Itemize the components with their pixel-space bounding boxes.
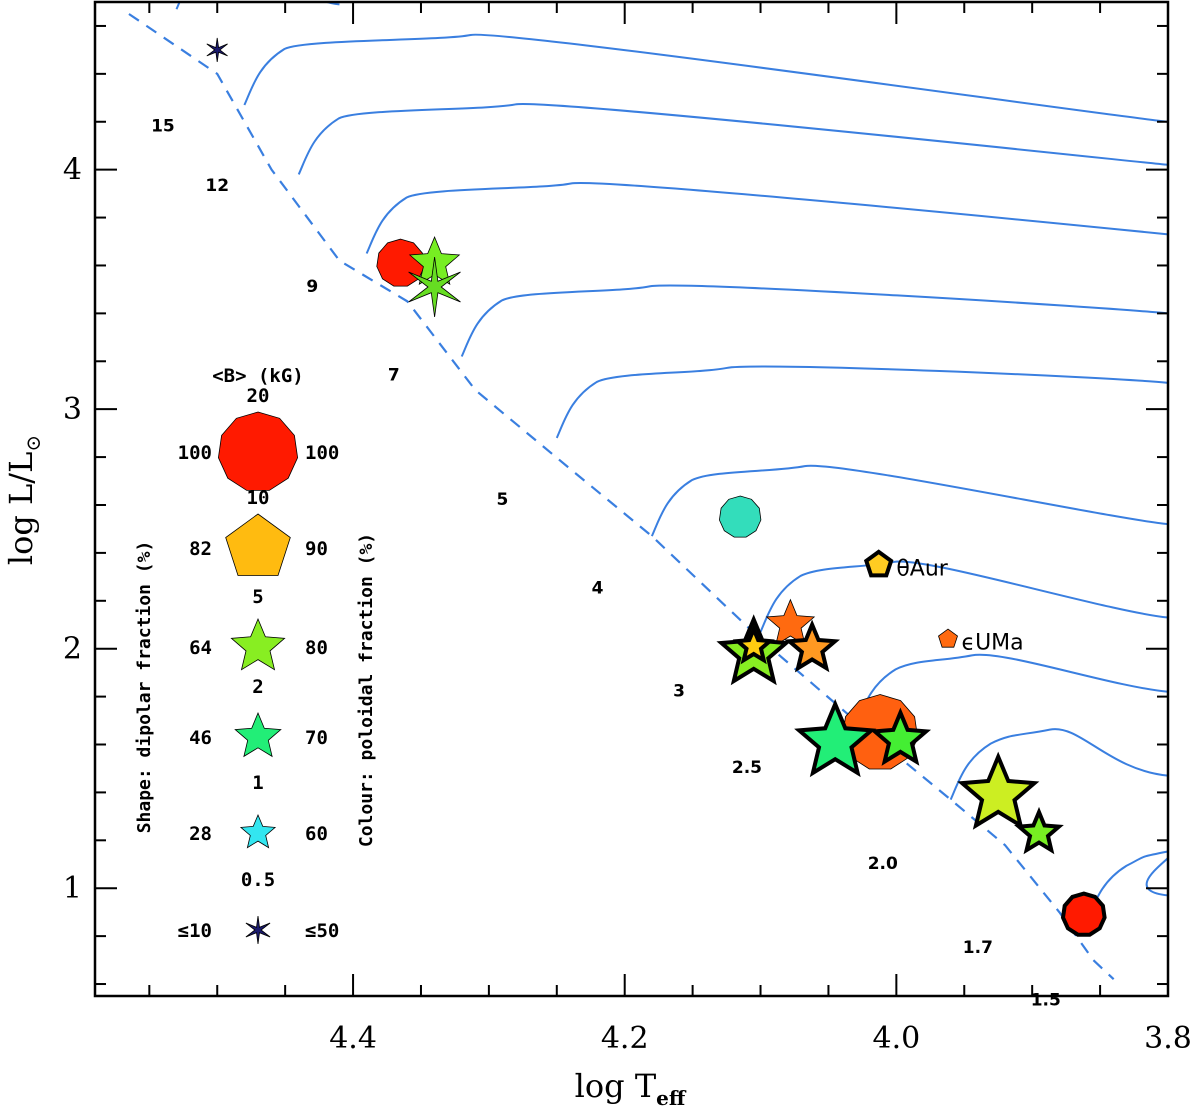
- x-tick-label: 4.4: [329, 1021, 377, 1056]
- star-marker-3: [408, 256, 461, 318]
- legend-poloidal-value: 80: [305, 637, 328, 659]
- mass-label-6: 3: [673, 682, 685, 702]
- x-tick-label: 3.8: [1144, 1021, 1192, 1056]
- legend-marker-20: [217, 411, 299, 491]
- legend-field-value: 1: [252, 772, 263, 794]
- star-name-label-1: ϵUMa: [962, 631, 1024, 656]
- legend-marker-1: [239, 813, 277, 849]
- x-axis-title: log Teff: [575, 1067, 687, 1110]
- star-marker-10: [794, 698, 877, 778]
- y-tick-label: 3: [63, 392, 82, 427]
- legend-left-axis-label: Shape: dipolar fraction (%): [134, 541, 155, 834]
- mass-label-7: 2.5: [732, 758, 762, 778]
- track-9: [297, 103, 1168, 175]
- legend-dipolar-value: 28: [189, 823, 212, 845]
- legend-marker-10: [225, 513, 291, 576]
- plot-frame: [93, 0, 1170, 998]
- y-tick-label: 1: [63, 871, 82, 906]
- zams-line-group: [128, 13, 1115, 981]
- legend-dipolar-value: 82: [189, 538, 212, 560]
- x-tick-label: 4.2: [601, 1021, 649, 1056]
- y-axis-title: log L/L⊙: [2, 435, 45, 565]
- star-marker-15: [863, 549, 894, 578]
- star-markers: [206, 37, 1107, 937]
- legend-field-value: 2: [252, 676, 263, 698]
- legend-poloidal-value: 100: [305, 442, 339, 464]
- zams-line: [128, 13, 1115, 981]
- legend-dipolar-value: 64: [189, 637, 212, 659]
- legend-marker-2: [234, 711, 282, 758]
- mass-label-9: 1.7: [963, 938, 993, 958]
- star-marker-7: [732, 624, 775, 665]
- legend: <B> (kG)20 100 100 10 82 90 5 64 80 2 46 70 1 28 60 0.5…: [134, 365, 377, 945]
- track-1.5: [1085, 850, 1168, 923]
- mass-label-2: 9: [306, 277, 318, 297]
- track-7: [365, 182, 1168, 254]
- track-2.5: [759, 560, 1168, 633]
- mass-label-1: 12: [205, 176, 229, 196]
- legend-title: <B> (kG): [212, 365, 304, 387]
- legend-right-axis-label: Colour: poloidal fraction (%): [356, 533, 377, 847]
- legend-poloidal-value: 60: [305, 823, 328, 845]
- legend-dipolar-value: 46: [189, 727, 212, 749]
- legend-poloidal-value: ≤50: [305, 920, 339, 942]
- star-marker-0: [206, 37, 228, 62]
- evolutionary-tracks: [175, 2, 1168, 923]
- legend-field-value: 5: [252, 586, 263, 608]
- track-5: [460, 284, 1168, 357]
- star-marker-4: [718, 495, 762, 538]
- track-3: [650, 464, 1168, 537]
- star-marker-5: [765, 598, 816, 646]
- track-1.7: [949, 728, 1168, 801]
- legend-marker-0.5: [245, 915, 271, 945]
- legend-field-value: 0.5: [241, 869, 275, 891]
- legend-field-value: 20: [247, 385, 270, 407]
- star-marker-8: [784, 619, 840, 673]
- track-12: [243, 33, 1168, 123]
- star-marker-14: [1060, 891, 1107, 937]
- legend-field-value: 10: [247, 487, 270, 509]
- track-2.0: [854, 653, 1168, 726]
- mass-label-10: 1.5: [1031, 991, 1061, 1011]
- track-4: [555, 365, 1168, 439]
- mass-label-5: 4: [592, 579, 604, 599]
- star-marker-16: [938, 628, 958, 648]
- legend-dipolar-value: 100: [178, 442, 212, 464]
- star-marker-13: [1014, 806, 1064, 855]
- legend-poloidal-value: 70: [305, 727, 328, 749]
- star-marker-11: [869, 707, 932, 766]
- legend-dipolar-value: ≤10: [178, 920, 212, 942]
- legend-poloidal-value: 90: [305, 538, 328, 560]
- mass-label-4: 5: [497, 490, 509, 510]
- star-name-label-0: θAur: [896, 556, 948, 581]
- x-tick-label: 4.0: [872, 1021, 920, 1056]
- mass-label-8: 2.0: [868, 854, 898, 874]
- y-tick-label: 4: [63, 153, 82, 188]
- legend-marker-5: [230, 617, 286, 671]
- mass-label-0: 15: [151, 116, 175, 136]
- mass-label-3: 7: [388, 365, 400, 385]
- star-marker-12: [957, 751, 1040, 830]
- y-tick-label: 2: [63, 632, 82, 667]
